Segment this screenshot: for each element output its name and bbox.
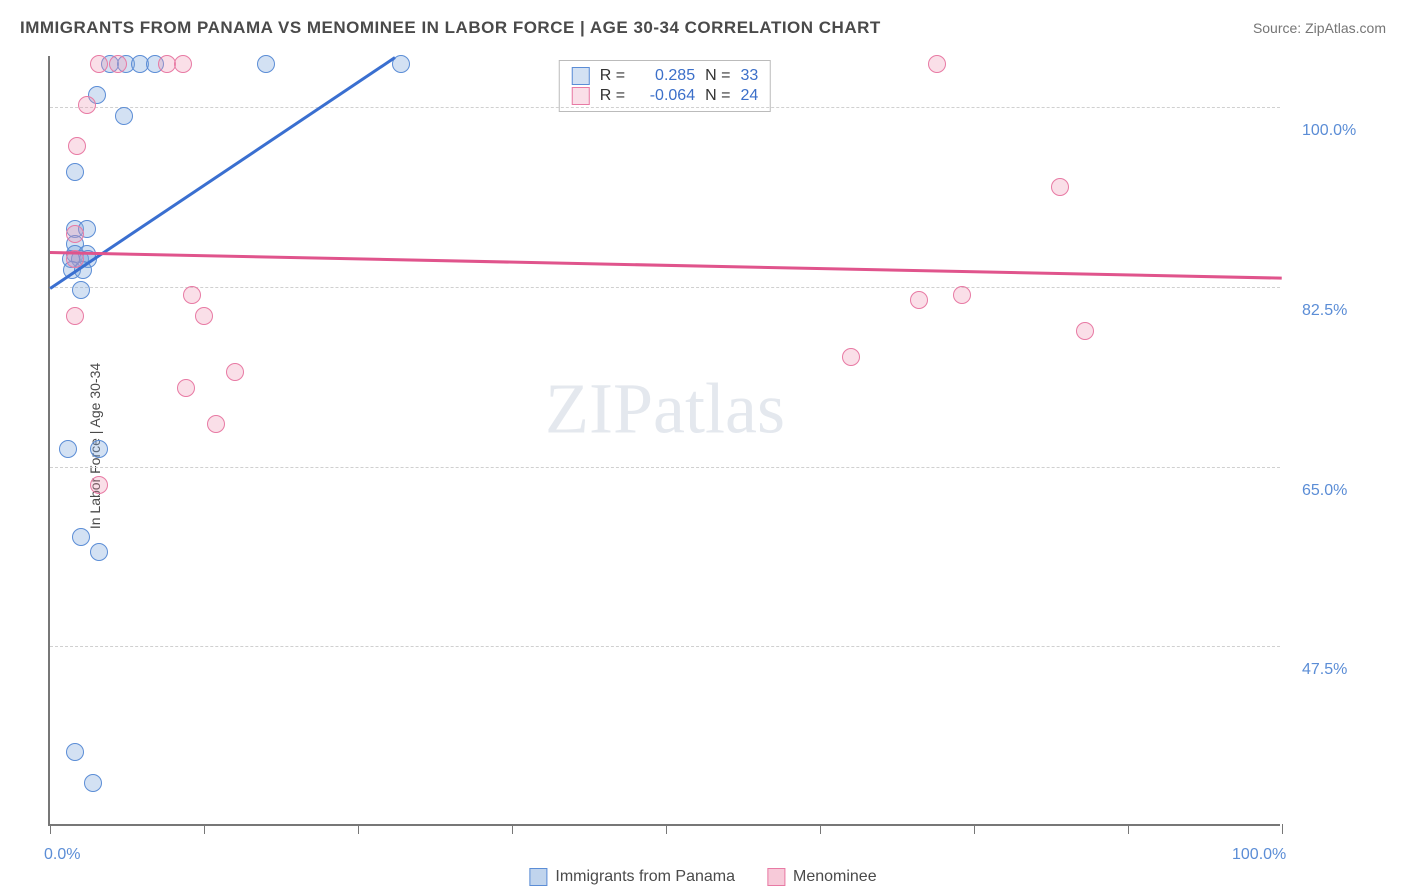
watermark: ZIPatlas — [545, 368, 785, 451]
marker-panama — [72, 281, 90, 299]
gridline-horizontal — [50, 646, 1280, 647]
x-tick — [204, 824, 205, 834]
marker-menominee — [183, 286, 201, 304]
x-tick — [50, 824, 51, 834]
r-value: 0.285 — [635, 67, 695, 85]
stats-legend-box: R = 0.285 N = 33R = -0.064 N = 24 — [559, 60, 771, 112]
x-tick — [512, 824, 513, 834]
n-value: 33 — [740, 67, 758, 85]
legend-swatch — [572, 87, 590, 105]
x-tick-label: 100.0% — [1232, 846, 1286, 864]
marker-panama — [72, 528, 90, 546]
marker-panama — [90, 440, 108, 458]
marker-panama — [257, 55, 275, 73]
marker-menominee — [953, 286, 971, 304]
marker-menominee — [109, 55, 127, 73]
marker-panama — [90, 543, 108, 561]
marker-panama — [84, 774, 102, 792]
legend-item: Menominee — [767, 868, 877, 886]
gridline-horizontal — [50, 287, 1280, 288]
y-tick-label: 65.0% — [1302, 482, 1347, 500]
watermark-atlas: atlas — [653, 369, 785, 449]
watermark-zip: ZIP — [545, 369, 653, 449]
r-prefix: R = — [600, 87, 625, 105]
r-value: -0.064 — [635, 87, 695, 105]
legend-label: Immigrants from Panama — [555, 868, 735, 886]
r-prefix: R = — [600, 67, 625, 85]
x-tick — [666, 824, 667, 834]
source-label: Source: ZipAtlas.com — [1253, 20, 1386, 36]
x-tick — [820, 824, 821, 834]
marker-menominee — [1076, 322, 1094, 340]
y-tick-label: 82.5% — [1302, 302, 1347, 320]
marker-menominee — [910, 291, 928, 309]
y-tick-label: 47.5% — [1302, 661, 1347, 679]
legend-label: Menominee — [793, 868, 877, 886]
marker-menominee — [207, 415, 225, 433]
legend-swatch — [572, 67, 590, 85]
marker-panama — [66, 743, 84, 761]
marker-menominee — [174, 55, 192, 73]
legend-swatch — [529, 868, 547, 886]
marker-menominee — [66, 307, 84, 325]
x-tick — [1282, 824, 1283, 834]
plot-area: ZIPatlas R = 0.285 N = 33 R = -0.064 N = … — [48, 56, 1280, 826]
x-tick-label: 0.0% — [44, 846, 80, 864]
marker-menominee — [928, 55, 946, 73]
stats-row: R = -0.064 N = 24 — [572, 87, 758, 105]
marker-menominee — [842, 348, 860, 366]
marker-panama — [115, 107, 133, 125]
n-prefix: N = — [705, 67, 730, 85]
n-prefix: N = — [705, 87, 730, 105]
marker-menominee — [90, 476, 108, 494]
n-value: 24 — [740, 87, 758, 105]
gridline-horizontal — [50, 467, 1280, 468]
legend-swatch — [767, 868, 785, 886]
marker-menominee — [66, 225, 84, 243]
x-tick — [974, 824, 975, 834]
marker-menominee — [226, 363, 244, 381]
marker-menominee — [90, 55, 108, 73]
trendline-menominee — [50, 251, 1282, 279]
chart-title: IMMIGRANTS FROM PANAMA VS MENOMINEE IN L… — [20, 18, 881, 38]
marker-panama — [66, 163, 84, 181]
x-tick — [358, 824, 359, 834]
marker-menominee — [68, 137, 86, 155]
stats-row: R = 0.285 N = 33 — [572, 67, 758, 85]
marker-menominee — [177, 379, 195, 397]
y-tick-label: 100.0% — [1302, 122, 1356, 140]
marker-panama — [59, 440, 77, 458]
gridline-horizontal — [50, 107, 1280, 108]
legend-item: Immigrants from Panama — [529, 868, 735, 886]
marker-menominee — [195, 307, 213, 325]
marker-menominee — [78, 96, 96, 114]
x-tick — [1128, 824, 1129, 834]
bottom-legend: Immigrants from Panama Menominee — [529, 868, 876, 886]
marker-menominee — [1051, 178, 1069, 196]
